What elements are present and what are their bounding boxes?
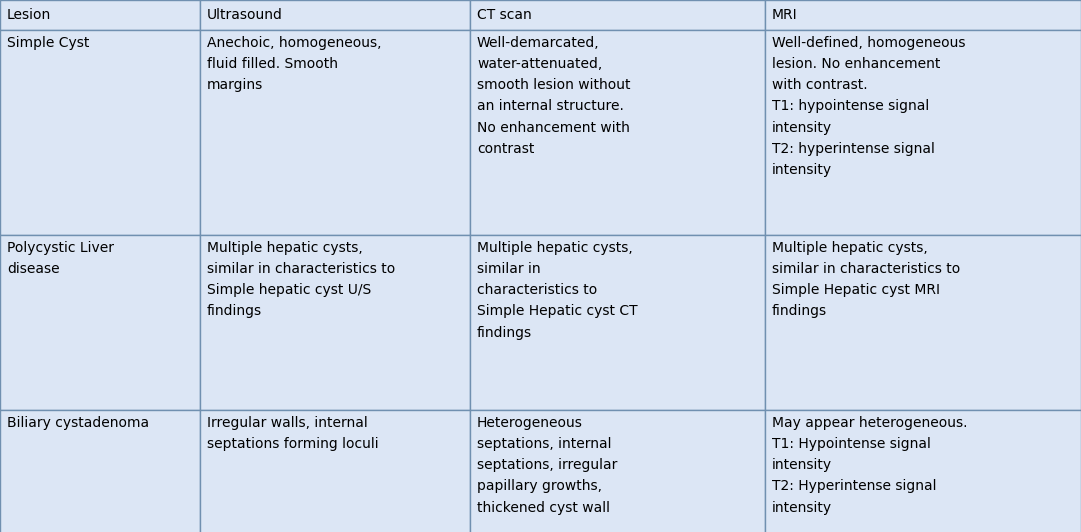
Text: Multiple hepatic cysts,
similar in characteristics to
Simple Hepatic cyst MRI
fi: Multiple hepatic cysts, similar in chara…: [772, 241, 960, 319]
Text: Multiple hepatic cysts,
similar in
characteristics to
Simple Hepatic cyst CT
fin: Multiple hepatic cysts, similar in chara…: [477, 241, 638, 339]
Bar: [470, 0, 765, 30]
Bar: [0, 30, 200, 235]
Bar: [765, 30, 1081, 235]
Bar: [470, 30, 765, 235]
Bar: [0, 410, 200, 532]
Text: May appear heterogeneous.
T1: Hypointense signal
intensity
T2: Hyperintense sign: May appear heterogeneous. T1: Hypointens…: [772, 416, 967, 514]
Text: MRI: MRI: [772, 8, 798, 22]
Text: Anechoic, homogeneous,
fluid filled. Smooth
margins: Anechoic, homogeneous, fluid filled. Smo…: [206, 36, 382, 92]
Bar: [0, 235, 200, 410]
Text: Heterogeneous
septations, internal
septations, irregular
papillary growths,
thic: Heterogeneous septations, internal septa…: [477, 416, 617, 514]
Text: Multiple hepatic cysts,
similar in characteristics to
Simple hepatic cyst U/S
fi: Multiple hepatic cysts, similar in chara…: [206, 241, 396, 319]
Text: CT scan: CT scan: [477, 8, 532, 22]
Bar: [765, 0, 1081, 30]
Bar: [200, 410, 470, 532]
Bar: [470, 410, 765, 532]
Text: Irregular walls, internal
septations forming loculi: Irregular walls, internal septations for…: [206, 416, 378, 451]
Bar: [765, 235, 1081, 410]
Text: Biliary cystadenoma: Biliary cystadenoma: [6, 416, 149, 430]
Text: Well-demarcated,
water-attenuated,
smooth lesion without
an internal structure.
: Well-demarcated, water-attenuated, smoot…: [477, 36, 630, 156]
Bar: [765, 410, 1081, 532]
Bar: [200, 0, 470, 30]
Text: Polycystic Liver
disease: Polycystic Liver disease: [6, 241, 114, 276]
Bar: [0, 0, 200, 30]
Bar: [200, 235, 470, 410]
Text: Well-defined, homogeneous
lesion. No enhancement
with contrast.
T1: hypointense : Well-defined, homogeneous lesion. No enh…: [772, 36, 965, 177]
Bar: [470, 235, 765, 410]
Text: Simple Cyst: Simple Cyst: [6, 36, 90, 50]
Text: Ultrasound: Ultrasound: [206, 8, 283, 22]
Bar: [200, 30, 470, 235]
Text: Lesion: Lesion: [6, 8, 51, 22]
